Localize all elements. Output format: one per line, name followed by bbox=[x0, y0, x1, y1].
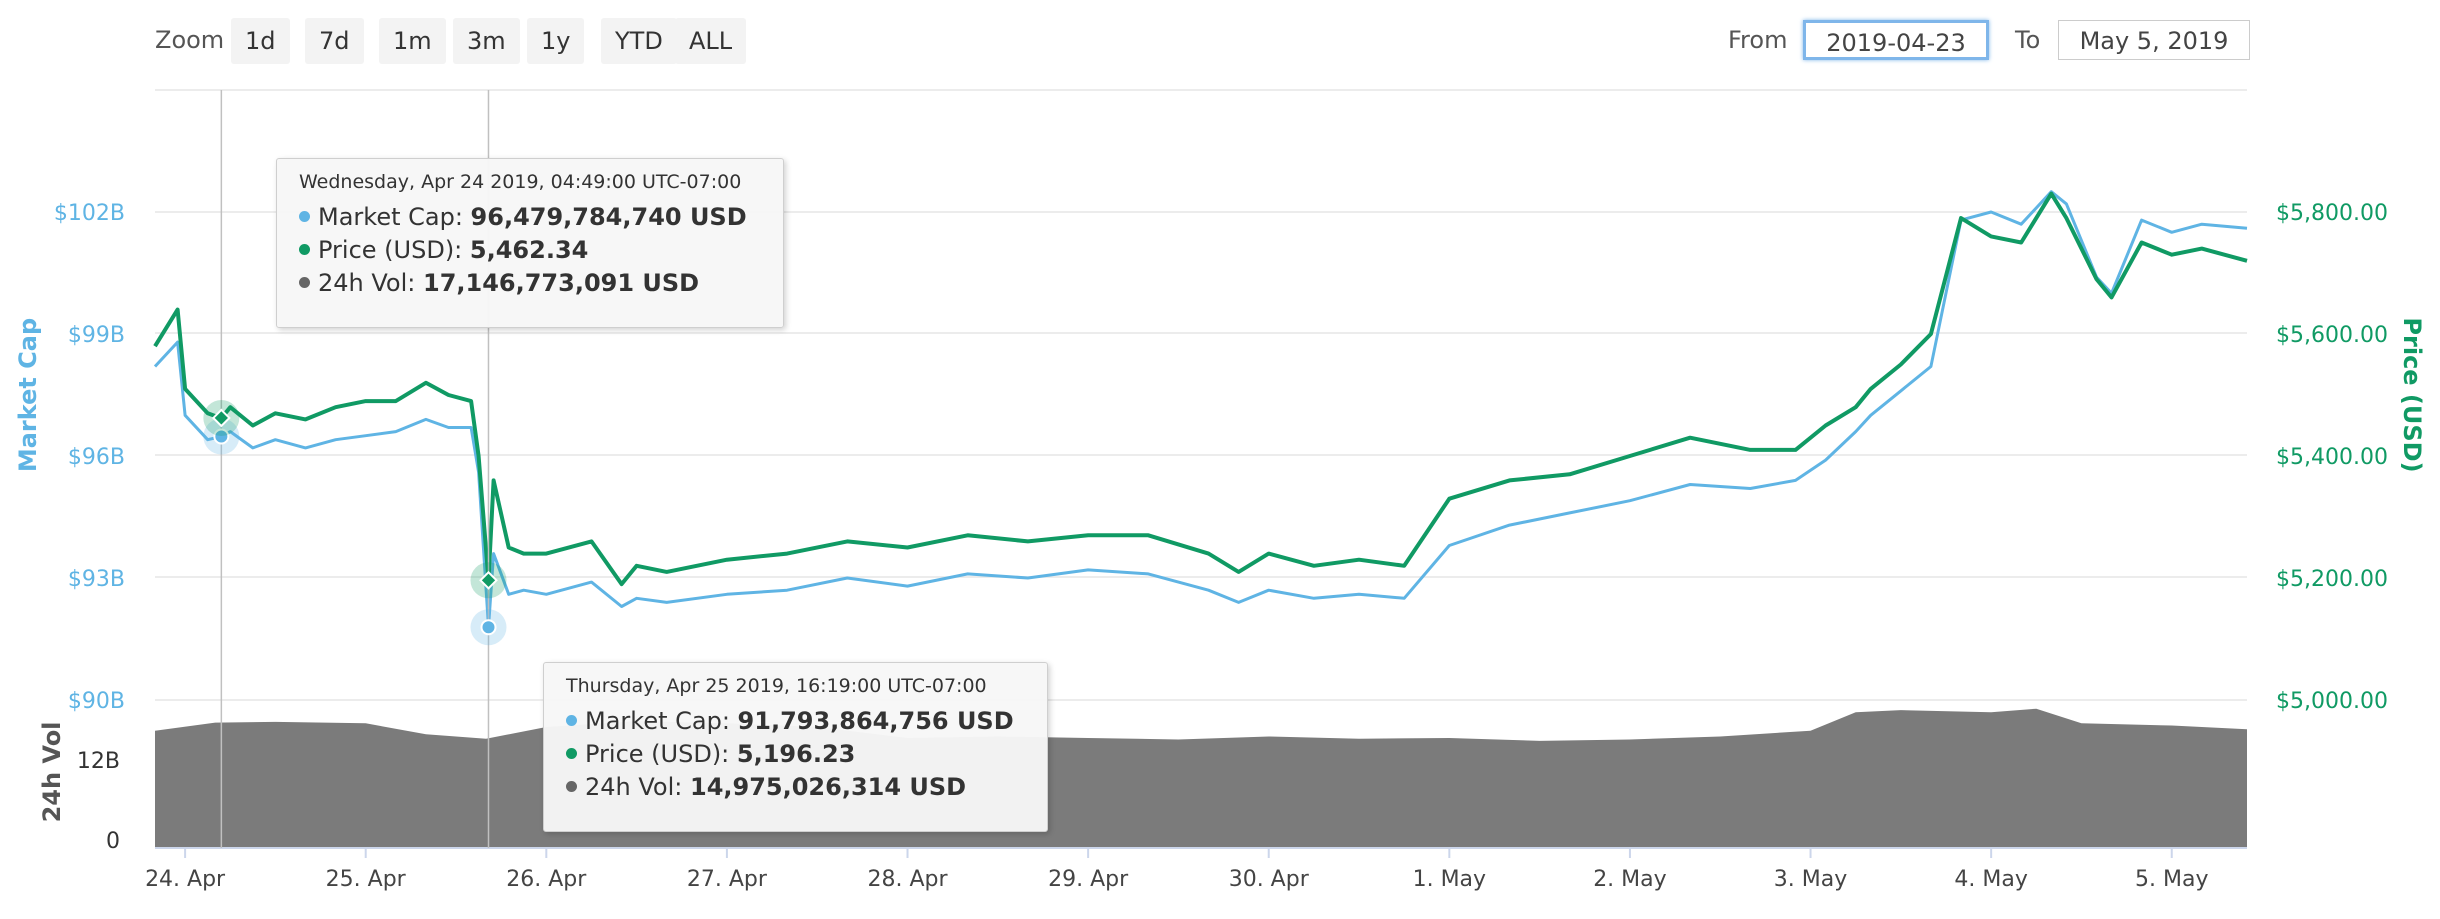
volume-axis-label: 24h Vol bbox=[38, 722, 66, 823]
zoom-ytd-button[interactable]: YTD bbox=[601, 18, 677, 64]
price-line bbox=[153, 191, 2248, 587]
volume-area bbox=[155, 708, 2247, 848]
price-dot-icon bbox=[299, 243, 310, 255]
zoom-3m-button[interactable]: 3m bbox=[453, 18, 520, 64]
tooltip-market-cap-label: Market Cap: bbox=[318, 203, 471, 231]
price-hover-point bbox=[211, 408, 231, 428]
from-date-input[interactable]: 2019-04-23 bbox=[1803, 20, 1989, 60]
x-axis-tick-label: 29. Apr bbox=[1048, 867, 1129, 892]
x-axis-tick-label: 24. Apr bbox=[145, 867, 226, 892]
left-axis-tick-label: $96B bbox=[68, 445, 125, 470]
tooltip-market-cap-value: 91,793,864,756 USD bbox=[737, 707, 1014, 735]
right-axis-tick-label: $5,200.00 bbox=[2276, 567, 2388, 592]
tooltip-volume-label: 24h Vol: bbox=[318, 269, 423, 297]
zoom-label: Zoom bbox=[155, 26, 225, 54]
tooltip-volume-value: 14,975,026,314 USD bbox=[690, 773, 967, 801]
x-axis-tick-label: 25. Apr bbox=[326, 867, 407, 892]
tooltip-price-value: 5,462.34 bbox=[469, 236, 589, 264]
to-date-input[interactable]: May 5, 2019 bbox=[2058, 20, 2250, 60]
right-axis-tick-label: $5,400.00 bbox=[2276, 445, 2388, 470]
price-dot-icon bbox=[566, 747, 577, 759]
tooltip-price-row: Price (USD): 5,196.23 bbox=[566, 738, 1025, 771]
tooltip-date: Thursday, Apr 25 2019, 16:19:00 UTC-07:0… bbox=[566, 675, 987, 697]
left-axis-tick-label: $93B bbox=[68, 567, 125, 592]
right-axis-tick-label: $5,000.00 bbox=[2276, 689, 2388, 714]
zoom-all-button[interactable]: ALL bbox=[675, 18, 747, 64]
volume-axis-tick-label: 12B bbox=[77, 749, 120, 774]
zoom-1m-button[interactable]: 1m bbox=[379, 18, 446, 64]
market-cap-dot-icon bbox=[566, 714, 577, 726]
x-axis-tick-label: 3. May bbox=[1774, 867, 1847, 892]
market-cap-hover-point bbox=[213, 428, 230, 445]
tooltip-price-row: Price (USD): 5,462.34 bbox=[299, 234, 761, 267]
volume-dot-icon bbox=[299, 276, 310, 288]
x-axis-tick-label: 4. May bbox=[1954, 867, 2027, 892]
left-axis-tick-label: $90B bbox=[68, 689, 125, 714]
tooltip-date: Wednesday, Apr 24 2019, 04:49:00 UTC-07:… bbox=[299, 171, 742, 193]
x-axis-tick-label: 2. May bbox=[1593, 867, 1666, 892]
right-axis-tick-label: $5,600.00 bbox=[2276, 323, 2388, 348]
zoom-1d-button[interactable]: 1d bbox=[231, 18, 290, 64]
x-axis-tick-label: 1. May bbox=[1413, 867, 1486, 892]
x-axis-tick-label: 5. May bbox=[2135, 867, 2208, 892]
market-cap-dot-icon bbox=[299, 210, 310, 222]
to-label: To bbox=[2015, 26, 2041, 54]
tooltip-volume-row: 24h Vol: 14,975,026,314 USD bbox=[566, 771, 1025, 804]
right-axis-tick-label: $5,800.00 bbox=[2276, 201, 2388, 226]
tooltip-volume-label: 24h Vol: bbox=[585, 773, 690, 801]
volume-dot-icon bbox=[566, 780, 577, 792]
right-axis-label: Price (USD) bbox=[2398, 317, 2426, 472]
tooltip-volume-row: 24h Vol: 17,146,773,091 USD bbox=[299, 267, 761, 300]
tooltip-price-label: Price (USD): bbox=[318, 236, 470, 264]
zoom-7d-button[interactable]: 7d bbox=[305, 18, 364, 64]
tooltip-market-cap-value: 96,479,784,740 USD bbox=[470, 203, 747, 231]
tooltip-market-cap-label: Market Cap: bbox=[585, 707, 738, 735]
x-axis-tick-label: 30. Apr bbox=[1229, 867, 1310, 892]
left-axis-tick-label: $99B bbox=[68, 323, 125, 348]
volume-axis-tick-label: 0 bbox=[106, 829, 120, 854]
tooltip-apr24: Wednesday, Apr 24 2019, 04:49:00 UTC-07:… bbox=[276, 158, 784, 328]
market-cap-hover-point bbox=[480, 619, 497, 636]
tooltip-market-cap-row: Market Cap: 96,479,784,740 USD bbox=[299, 201, 761, 234]
tooltip-volume-value: 17,146,773,091 USD bbox=[423, 269, 700, 297]
from-label: From bbox=[1728, 26, 1788, 54]
zoom-1y-button[interactable]: 1y bbox=[527, 18, 585, 64]
tooltip-apr25: Thursday, Apr 25 2019, 16:19:00 UTC-07:0… bbox=[543, 662, 1048, 832]
tooltip-price-label: Price (USD): bbox=[585, 740, 737, 768]
left-axis-label: Market Cap bbox=[14, 318, 42, 472]
left-axis-tick-label: $102B bbox=[54, 201, 125, 226]
price-hover-point bbox=[479, 570, 498, 590]
x-axis-tick-label: 26. Apr bbox=[506, 867, 587, 892]
x-axis-tick-label: 27. Apr bbox=[687, 867, 768, 892]
tooltip-price-value: 5,196.23 bbox=[736, 740, 856, 768]
x-axis-tick-label: 28. Apr bbox=[867, 867, 948, 892]
tooltip-market-cap-row: Market Cap: 91,793,864,756 USD bbox=[566, 705, 1025, 738]
